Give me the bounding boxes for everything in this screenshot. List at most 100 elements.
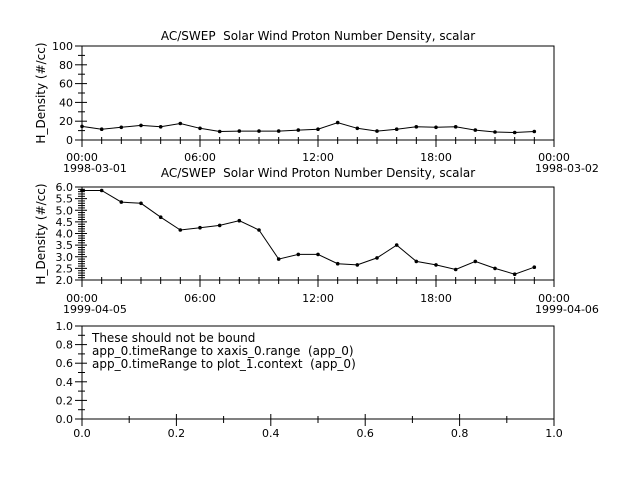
binding-note-line3: app_0.timeRange to plot_1.context (app_0… xyxy=(92,357,356,371)
plot-area-2[interactable] xyxy=(81,325,555,420)
data-point xyxy=(394,127,399,131)
data-point xyxy=(178,228,183,232)
y-tick-label: 5.5 xyxy=(56,193,74,206)
data-point xyxy=(434,125,438,130)
data-point xyxy=(158,125,163,129)
data-point xyxy=(198,225,202,230)
y-tick-label: 4.5 xyxy=(56,216,74,229)
data-point xyxy=(335,261,340,266)
y-tick-label: 0.4 xyxy=(56,376,74,389)
binding-note-line1: These should not be bound xyxy=(91,331,255,345)
y-tick-label: 2.0 xyxy=(56,274,74,287)
y-tick-label: 0 xyxy=(66,134,73,147)
y-tick-label: 40 xyxy=(59,96,73,109)
plot0-yaxis-label: H_Density (#/cc) xyxy=(34,42,48,143)
data-point xyxy=(512,272,517,277)
plot-area-0[interactable] xyxy=(81,45,555,141)
data-point xyxy=(355,126,360,131)
data-point xyxy=(237,129,242,133)
x-tick-label: 0.4 xyxy=(262,427,280,440)
plot1-series xyxy=(80,188,537,277)
data-point xyxy=(453,267,458,272)
data-point xyxy=(237,218,242,223)
data-point xyxy=(217,129,222,134)
y-tick-label: 1.0 xyxy=(56,320,74,333)
x-tick-label: 0.8 xyxy=(451,427,469,440)
data-point xyxy=(394,243,399,247)
data-point xyxy=(80,124,84,129)
data-point xyxy=(493,266,497,271)
plot1-date-right: 1999-04-06 xyxy=(535,303,599,316)
y-tick-label: 60 xyxy=(59,78,73,91)
x-tick-label: 18:00 xyxy=(420,151,452,164)
data-point xyxy=(512,130,517,135)
data-point xyxy=(257,129,261,133)
plot0-date-left: 1998-03-01 xyxy=(63,162,127,175)
data-point xyxy=(473,128,478,132)
data-point xyxy=(99,188,104,193)
x-tick-label: 18:00 xyxy=(420,292,452,305)
plot1-title: AC/SWEP Solar Wind Proton Number Density… xyxy=(161,166,475,180)
data-point xyxy=(296,252,301,257)
y-tick-label: 2.5 xyxy=(56,262,74,275)
plot1-date-left: 1999-04-05 xyxy=(63,303,127,316)
data-point xyxy=(296,128,301,132)
x-tick-label: 12:00 xyxy=(302,292,334,305)
data-point xyxy=(414,259,419,264)
x-tick-label: 06:00 xyxy=(184,292,216,305)
y-tick-label: 0.0 xyxy=(56,413,74,426)
data-point xyxy=(532,129,537,134)
data-point xyxy=(434,263,438,267)
data-point xyxy=(335,120,340,125)
plot1-yaxis-label: H_Density (#/cc) xyxy=(34,183,48,284)
y-tick-label: 20 xyxy=(59,115,73,128)
y-tick-label: 100 xyxy=(52,40,73,53)
x-tick-label: 00:00 xyxy=(538,292,570,305)
y-tick-label: 0.6 xyxy=(56,357,74,370)
data-point xyxy=(414,125,419,129)
x-tick-label: 0.2 xyxy=(168,427,186,440)
y-tick-label: 4.0 xyxy=(56,228,74,241)
plot0-series xyxy=(80,120,537,135)
data-point xyxy=(139,123,143,128)
data-point xyxy=(80,188,84,193)
data-point xyxy=(493,130,497,134)
binding-note-line2: app_0.timeRange to xaxis_0.range (app_0) xyxy=(92,344,354,358)
data-point xyxy=(316,127,320,131)
plot0-axes: 0 20 40 60 80 100 00:00 06:00 12:00 18:00 00:00 xyxy=(52,40,570,164)
plot0-date-right: 1998-03-02 xyxy=(535,162,599,175)
y-tick-label: 0.2 xyxy=(56,394,74,407)
data-point xyxy=(158,215,163,219)
plot2-axes: 0.0 0.2 0.4 0.6 0.8 1.0 0.0 0.2 0.4 0.6 0.8 1.0 xyxy=(56,320,563,440)
y-tick-label: 80 xyxy=(59,59,73,72)
y-tick-label: 3.5 xyxy=(56,239,74,252)
data-point xyxy=(375,129,379,133)
series-line xyxy=(82,190,535,275)
x-tick-label: 12:00 xyxy=(302,151,334,164)
plot-area-1[interactable] xyxy=(81,186,555,281)
x-tick-label: 0.6 xyxy=(356,427,374,440)
data-point xyxy=(375,256,379,260)
series-line xyxy=(81,122,535,134)
x-tick-label: 00:00 xyxy=(538,151,570,164)
data-point xyxy=(453,125,458,129)
data-point xyxy=(119,125,124,130)
data-point xyxy=(178,121,183,126)
plot1-axes: 2.02.53.03.54.04.55.05.56.0 00:00 06:00 12:… xyxy=(56,181,570,305)
y-tick-label: 0.8 xyxy=(56,339,74,352)
data-point xyxy=(198,126,202,131)
x-tick-label: 06:00 xyxy=(184,151,216,164)
data-point xyxy=(119,200,124,204)
x-tick-label: 00:00 xyxy=(66,292,98,305)
x-tick-label: 1.0 xyxy=(545,427,563,440)
data-point xyxy=(532,265,537,270)
data-point xyxy=(355,263,360,267)
data-point xyxy=(257,228,261,232)
x-tick-label: 00:00 xyxy=(66,151,98,164)
data-point xyxy=(276,129,281,133)
y-tick-label: 3.0 xyxy=(56,251,74,264)
data-point xyxy=(316,252,320,257)
y-tick-label: 5.0 xyxy=(56,204,74,217)
